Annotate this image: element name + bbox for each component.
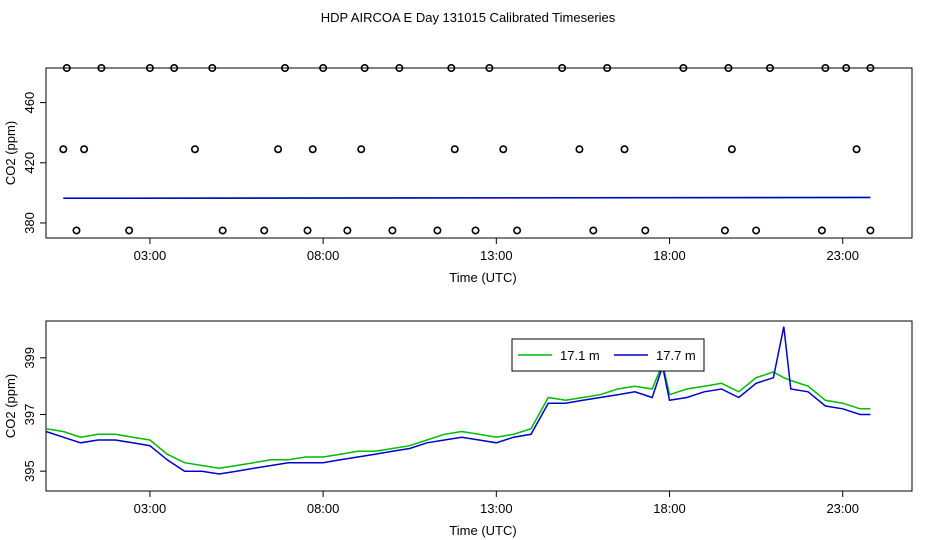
series-line — [45, 360, 871, 470]
y-tick-label: 397 — [22, 404, 37, 426]
scatter-point — [125, 226, 134, 235]
y-tick-label: 380 — [22, 212, 37, 234]
top-scatter-panel: 03:00 08:00 13:00 18:00 23:00 380 420 460 Time… — [3, 64, 913, 285]
scatter-point — [450, 145, 459, 154]
scatter-point — [170, 64, 179, 73]
top-scatter-points — [59, 64, 875, 235]
scatter-point — [281, 64, 290, 73]
x-tick-label: 23:00 — [826, 248, 859, 263]
scatter-point — [360, 64, 369, 73]
x-tick-label: 18:00 — [653, 248, 686, 263]
scatter-point — [817, 226, 826, 235]
scatter-point — [765, 64, 774, 73]
scatter-point — [308, 145, 317, 154]
y-tick-label: 460 — [22, 92, 37, 114]
bottom-y-axis: 395 397 399 — [22, 347, 46, 482]
scatter-point — [303, 226, 312, 235]
scatter-point — [821, 64, 830, 73]
scatter-point — [97, 64, 106, 73]
x-tick-label: 08:00 — [307, 501, 340, 516]
top-y-axis: 380 420 460 — [22, 92, 46, 234]
scatter-point — [471, 226, 480, 235]
scatter-point — [190, 145, 199, 154]
scatter-point — [343, 226, 352, 235]
scatter-point — [620, 145, 629, 154]
scatter-point — [80, 145, 89, 154]
scatter-point — [59, 145, 68, 154]
scatter-point — [589, 226, 598, 235]
scatter-point — [641, 226, 650, 235]
scatter-point — [852, 145, 861, 154]
legend-label-17-7m: 17.7 m — [656, 348, 696, 363]
top-x-axis: 03:00 08:00 13:00 18:00 23:00 — [134, 238, 859, 263]
scatter-point — [260, 226, 269, 235]
bottom-plot-frame — [45, 320, 913, 492]
x-tick-label: 13:00 — [480, 248, 513, 263]
y-tick-label: 399 — [22, 347, 37, 369]
scatter-point — [357, 145, 366, 154]
scatter-point — [558, 64, 567, 73]
bottom-series-lines — [45, 326, 871, 475]
y-tick-label: 420 — [22, 152, 37, 174]
scatter-point — [274, 145, 283, 154]
scatter-point — [724, 64, 733, 73]
bottom-x-axis-label: Time (UTC) — [449, 523, 516, 538]
series-line — [45, 326, 871, 475]
scatter-point — [433, 226, 442, 235]
scatter-point — [866, 64, 875, 73]
x-tick-label: 23:00 — [826, 501, 859, 516]
scatter-point — [388, 226, 397, 235]
top-y-axis-label: CO2 (ppm) — [3, 121, 18, 185]
x-tick-label: 08:00 — [307, 248, 340, 263]
x-tick-label: 03:00 — [134, 501, 167, 516]
scatter-point — [145, 64, 154, 73]
scatter-point — [603, 64, 612, 73]
scatter-point — [499, 145, 508, 154]
bottom-x-axis: 03:00 08:00 13:00 18:00 23:00 — [134, 491, 859, 516]
scatter-point — [513, 226, 522, 235]
scatter-point — [447, 64, 456, 73]
scatter-point — [208, 64, 217, 73]
legend: 17.1 m 17.7 m — [511, 338, 705, 372]
scatter-point — [395, 64, 404, 73]
scatter-point — [842, 64, 851, 73]
top-x-axis-label: Time (UTC) — [449, 270, 516, 285]
series-line — [63, 196, 871, 200]
top-plot-frame — [45, 67, 913, 239]
scatter-point — [319, 64, 328, 73]
scatter-point — [485, 64, 494, 73]
bottom-y-axis-label: CO2 (ppm) — [3, 374, 18, 438]
y-tick-label: 395 — [22, 460, 37, 482]
scatter-point — [62, 64, 71, 73]
top-series-lines — [63, 196, 871, 200]
scatter-point — [727, 145, 736, 154]
scatter-point — [72, 226, 81, 235]
bottom-line-panel: 03:00 08:00 13:00 18:00 23:00 395 397 399 Time… — [3, 320, 913, 538]
x-tick-label: 03:00 — [134, 248, 167, 263]
figure-title: HDP AIRCOA E Day 131015 Calibrated Times… — [321, 10, 616, 25]
scatter-point — [679, 64, 688, 73]
scatter-point — [752, 226, 761, 235]
x-tick-label: 13:00 — [480, 501, 513, 516]
scatter-point — [866, 226, 875, 235]
legend-box — [511, 338, 705, 372]
scatter-point — [720, 226, 729, 235]
x-tick-label: 18:00 — [653, 501, 686, 516]
scatter-point — [218, 226, 227, 235]
scatter-point — [575, 145, 584, 154]
legend-label-17-1m: 17.1 m — [560, 348, 600, 363]
